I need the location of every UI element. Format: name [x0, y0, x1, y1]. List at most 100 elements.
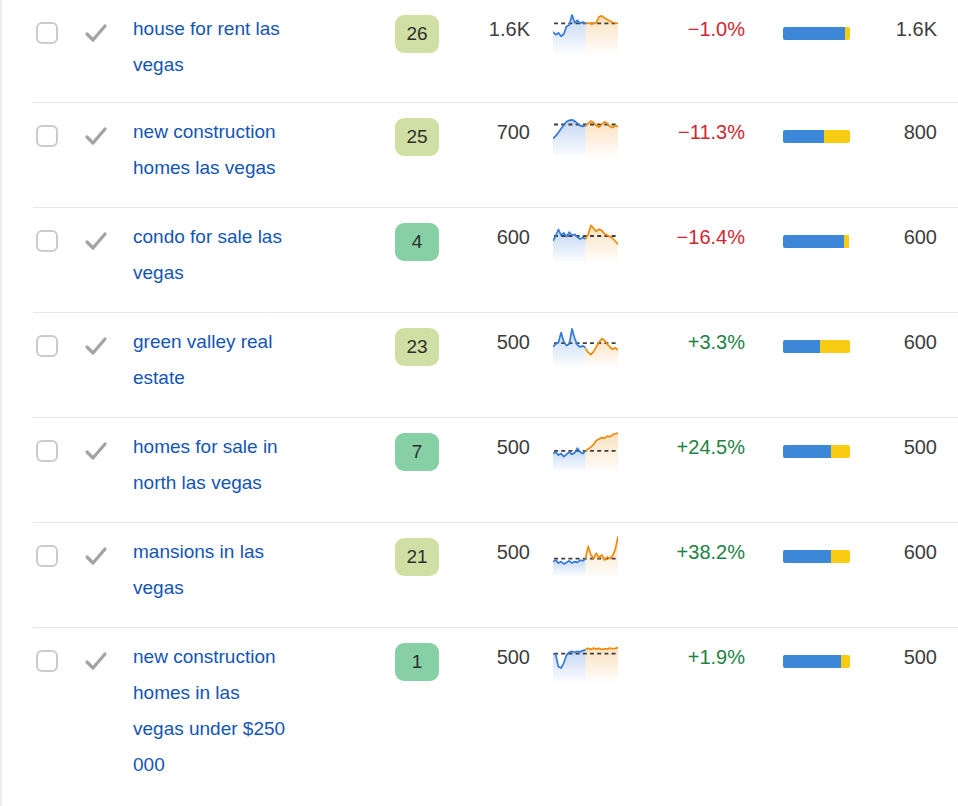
- check-icon: [83, 20, 109, 46]
- keyword-link[interactable]: new construction homes in las vegas unde…: [133, 639, 285, 783]
- trend-sparkline: [553, 532, 618, 578]
- row-checkbox[interactable]: [36, 650, 58, 672]
- change-cell: +38.2%: [618, 523, 745, 570]
- change-cell: +1.9%: [618, 628, 745, 675]
- bar-blue-segment: [783, 445, 831, 458]
- row-checkbox[interactable]: [36, 335, 58, 357]
- bar-cell: [745, 523, 850, 563]
- keyword-cell: new construction homes in las vegas unde…: [133, 628, 385, 783]
- status-cell: [80, 103, 133, 153]
- table-row: green valley real estate 23 500 +3.3% 60…: [33, 313, 958, 418]
- traffic-bar: [783, 340, 850, 353]
- trend-sparkline: [553, 112, 618, 158]
- bar-blue-segment: [783, 27, 845, 40]
- bar-blue-segment: [783, 550, 831, 563]
- row-checkbox[interactable]: [36, 230, 58, 252]
- keyword-link[interactable]: green valley real estate: [133, 324, 272, 396]
- checkbox-cell: [33, 208, 80, 252]
- volume-cell: 700: [441, 103, 530, 150]
- position-cell: 21: [385, 523, 441, 576]
- bar-cell: [745, 313, 850, 353]
- keyword-link[interactable]: house for rent las vegas: [133, 11, 280, 83]
- volume-cell: 500: [441, 628, 530, 675]
- checkbox-cell: [33, 0, 80, 44]
- traffic-value: 500: [904, 436, 937, 458]
- status-cell: [80, 208, 133, 258]
- change-cell: −1.0%: [618, 0, 745, 47]
- bar-yellow-segment: [831, 550, 850, 563]
- traffic-bar: [783, 445, 850, 458]
- row-checkbox[interactable]: [36, 22, 58, 44]
- table-row: condo for sale las vegas 4 600 −16.4% 60…: [33, 208, 958, 313]
- sparkline-cell: [530, 103, 618, 158]
- position-badge: 21: [395, 538, 439, 576]
- trend-sparkline: [553, 9, 618, 55]
- bar-blue-segment: [783, 130, 824, 143]
- bar-yellow-segment: [841, 655, 850, 668]
- change-percent: −11.3%: [678, 121, 745, 143]
- change-cell: +24.5%: [618, 418, 745, 465]
- position-cell: 7: [385, 418, 441, 471]
- keyword-link[interactable]: homes for sale in north las vegas: [133, 429, 278, 501]
- sparkline-cell: [530, 0, 618, 55]
- volume-value: 600: [497, 226, 530, 248]
- traffic-bar: [783, 130, 850, 143]
- volume-cell: 600: [441, 208, 530, 255]
- bar-blue-segment: [783, 235, 844, 248]
- bar-cell: [745, 628, 850, 668]
- check-icon: [83, 648, 109, 674]
- checkbox-cell: [33, 523, 80, 567]
- bar-cell: [745, 418, 850, 458]
- volume-value: 700: [497, 121, 530, 143]
- checkbox-cell: [33, 628, 80, 672]
- keyword-cell: mansions in las vegas: [133, 523, 385, 606]
- bar-yellow-segment: [844, 235, 849, 248]
- keyword-cell: house for rent las vegas: [133, 0, 385, 83]
- volume-value: 1.6K: [489, 18, 530, 40]
- table-row: new construction homes in las vegas unde…: [33, 628, 958, 805]
- keyword-link[interactable]: new construction homes las vegas: [133, 114, 276, 186]
- change-percent: +24.5%: [677, 436, 745, 458]
- position-cell: 26: [385, 0, 441, 53]
- position-badge: 7: [395, 433, 439, 471]
- bar-yellow-segment: [824, 130, 850, 143]
- change-percent: −1.0%: [688, 18, 745, 40]
- sparkline-cell: [530, 418, 618, 473]
- value-cell: 1.6K: [850, 0, 937, 47]
- traffic-value: 800: [904, 121, 937, 143]
- traffic-bar: [783, 27, 850, 40]
- checkbox-cell: [33, 313, 80, 357]
- value-cell: 600: [850, 523, 937, 570]
- position-badge: 23: [395, 328, 439, 366]
- status-cell: [80, 628, 133, 678]
- traffic-value: 600: [904, 541, 937, 563]
- checkbox-cell: [33, 418, 80, 462]
- position-cell: 25: [385, 103, 441, 156]
- change-percent: +3.3%: [688, 331, 745, 353]
- bar-yellow-segment: [831, 445, 850, 458]
- position-badge: 1: [395, 643, 439, 681]
- position-cell: 23: [385, 313, 441, 366]
- check-icon: [83, 543, 109, 569]
- value-cell: 500: [850, 418, 937, 465]
- position-badge: 4: [395, 223, 439, 261]
- value-cell: 800: [850, 103, 937, 150]
- keyword-link[interactable]: condo for sale las vegas: [133, 219, 282, 291]
- volume-cell: 500: [441, 418, 530, 465]
- keyword-link[interactable]: mansions in las vegas: [133, 534, 264, 606]
- traffic-value: 600: [904, 331, 937, 353]
- row-checkbox[interactable]: [36, 545, 58, 567]
- value-cell: 600: [850, 313, 937, 360]
- keyword-cell: green valley real estate: [133, 313, 385, 396]
- bar-cell: [745, 103, 850, 143]
- row-checkbox[interactable]: [36, 440, 58, 462]
- bar-yellow-segment: [820, 340, 850, 353]
- table-row: house for rent las vegas 26 1.6K −1.0% 1…: [33, 0, 958, 103]
- position-badge: 26: [395, 15, 439, 53]
- volume-value: 500: [497, 541, 530, 563]
- bar-cell: [745, 208, 850, 248]
- row-checkbox[interactable]: [36, 125, 58, 147]
- bar-blue-segment: [783, 340, 820, 353]
- traffic-bar: [783, 550, 850, 563]
- table-row: homes for sale in north las vegas 7 500 …: [33, 418, 958, 523]
